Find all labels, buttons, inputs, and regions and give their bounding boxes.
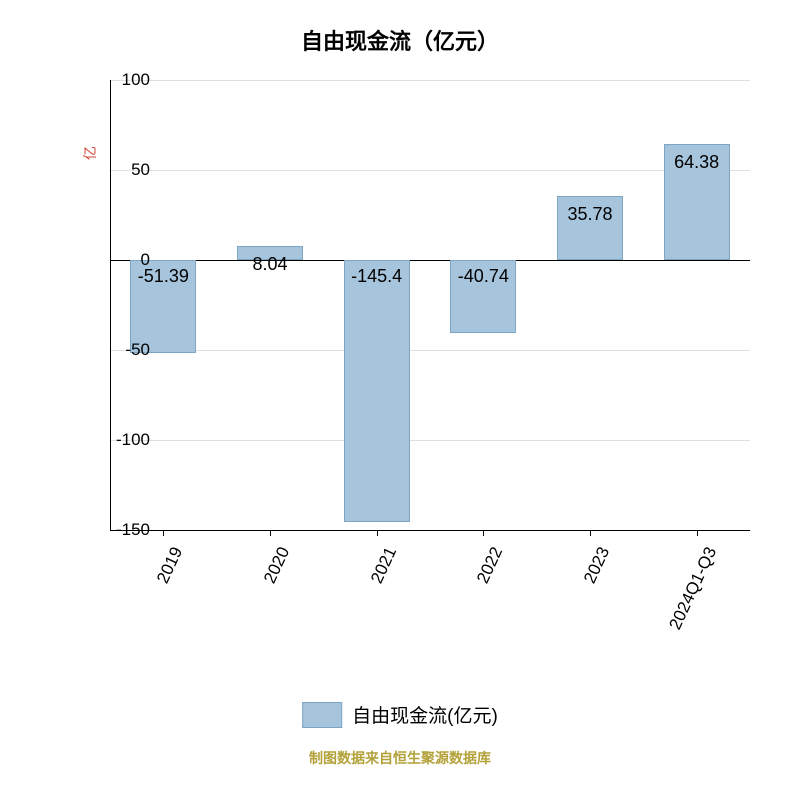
x-tick (697, 530, 698, 536)
chart-title: 自由现金流（亿元） (0, 0, 800, 56)
gridline (110, 80, 750, 81)
x-tick (270, 530, 271, 536)
bar (344, 260, 410, 522)
gridline (110, 350, 750, 351)
bar-value-label: 64.38 (647, 152, 747, 173)
y-tick-label: -50 (90, 340, 150, 360)
legend-label: 自由现金流(亿元) (352, 701, 498, 728)
bar-value-label: 35.78 (540, 204, 640, 225)
x-tick-label: 2019 (119, 544, 188, 661)
x-tick-label: 2022 (439, 544, 508, 661)
y-axis-line (110, 80, 111, 530)
x-tick-label: 2024Q1-Q3 (652, 544, 721, 661)
x-tick-label: 2023 (545, 544, 614, 661)
y-tick-label: 50 (90, 160, 150, 180)
x-tick-label: 2020 (225, 544, 294, 661)
y-tick-label: 0 (90, 250, 150, 270)
bar-value-label: -40.74 (433, 266, 533, 287)
x-tick-label: 2021 (332, 544, 401, 661)
legend: 自由现金流(亿元) (302, 701, 498, 728)
source-text: 制图数据来自恒生聚源数据库 (309, 748, 491, 768)
bar-value-label: 8.04 (220, 254, 320, 275)
x-tick (590, 530, 591, 536)
x-tick (483, 530, 484, 536)
x-axis-line (110, 530, 750, 531)
chart-plot-area: -51.3920198.042020-145.42021-40.74202235… (110, 80, 750, 530)
bar-value-label: -145.4 (327, 266, 427, 287)
y-tick-label: -150 (90, 520, 150, 540)
x-tick (163, 530, 164, 536)
y-tick-label: -100 (90, 430, 150, 450)
y-tick-label: 100 (90, 70, 150, 90)
x-tick (377, 530, 378, 536)
gridline (110, 260, 750, 261)
gridline (110, 440, 750, 441)
legend-swatch (302, 702, 342, 728)
y-axis-label: 亿 (80, 146, 100, 160)
